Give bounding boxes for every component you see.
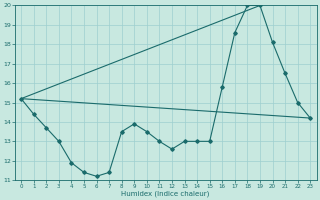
X-axis label: Humidex (Indice chaleur): Humidex (Indice chaleur): [122, 190, 210, 197]
